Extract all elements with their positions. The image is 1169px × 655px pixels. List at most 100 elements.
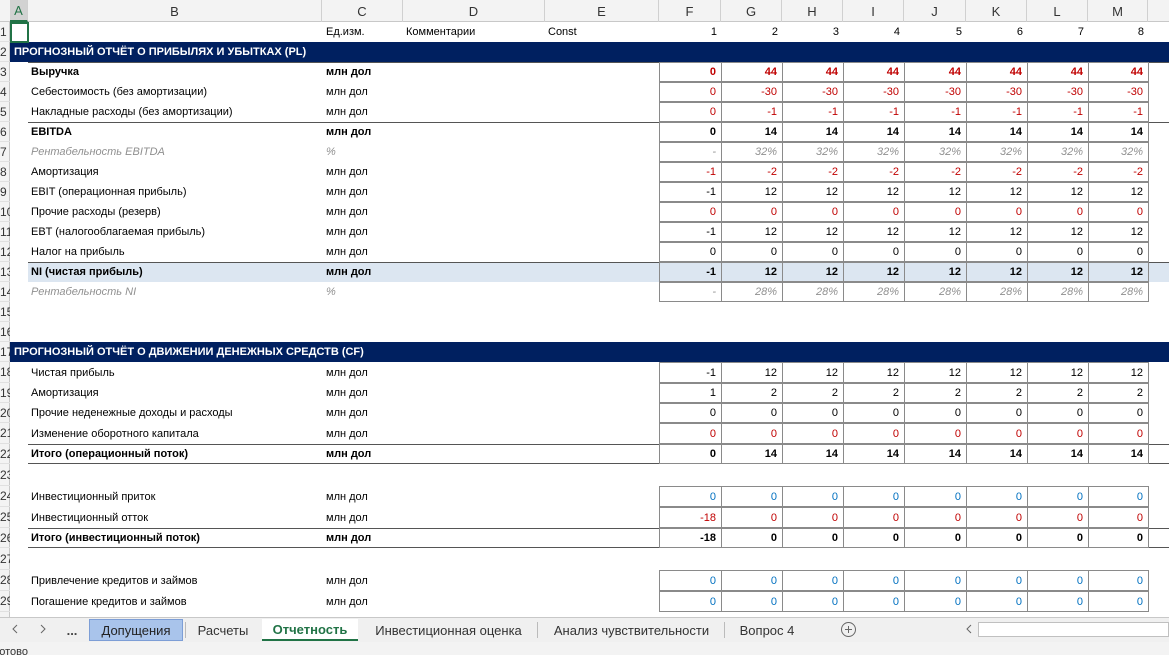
sheet-tab[interactable]: Вопрос 4 (739, 622, 795, 638)
unit-cell: млн дол (326, 246, 368, 258)
value-cell: 0 (904, 486, 967, 507)
tab-more[interactable]: ... (66, 622, 78, 638)
unit-cell: млн дол (326, 448, 372, 460)
unit-cell: % (326, 146, 336, 158)
sheet-tab[interactable]: Анализ чувствительности (553, 622, 710, 638)
value-cell: 12 (1088, 182, 1149, 202)
unit-cell: млн дол (326, 574, 368, 587)
sheet-tab[interactable]: Инвестиционная оценка (375, 622, 522, 638)
sheet-tab[interactable]: Отчетность (262, 619, 358, 641)
value-cell: 0 (904, 202, 967, 222)
value-cell: 0 (843, 242, 905, 262)
value-cell: -1 (721, 102, 783, 122)
value-cell: 0 (1088, 570, 1149, 591)
value-cell: 0 (1027, 591, 1089, 612)
row-number: 24 (0, 486, 10, 507)
value-cell: 12 (782, 222, 844, 242)
row-label: Прочие расходы (резерв) (31, 206, 161, 218)
column-header-bar (0, 0, 1169, 22)
value-cell: -30 (1088, 82, 1149, 102)
value-cell: 28% (1027, 282, 1089, 302)
row-number: 7 (0, 142, 10, 162)
value-cell: 0 (659, 486, 722, 507)
column-header: A (10, 0, 28, 22)
value-cell: 32% (1088, 142, 1149, 162)
row-label: Инвестиционный приток (31, 490, 156, 503)
value-cell: 44 (843, 62, 905, 82)
value-cell: 28% (721, 282, 783, 302)
value-cell: 0 (1088, 591, 1149, 612)
row-number: 16 (0, 322, 10, 342)
column-header: J (904, 0, 966, 22)
value-cell: 12 (843, 362, 905, 383)
status-bar (0, 642, 1169, 655)
value-cell: 32% (966, 142, 1028, 162)
column-header: H (782, 0, 843, 22)
value-cell: 0 (782, 202, 844, 222)
value-cell: 12 (843, 262, 905, 282)
value-cell: 0 (904, 507, 967, 528)
value-cell: -30 (843, 82, 905, 102)
add-sheet[interactable] (840, 621, 857, 638)
value-cell: 12 (1027, 362, 1089, 383)
value-cell: 12 (782, 182, 844, 202)
value-cell: 0 (721, 507, 783, 528)
value-cell: 0 (843, 202, 905, 222)
column-header: K (966, 0, 1027, 22)
value-cell: 0 (1027, 528, 1089, 548)
scroll-left[interactable] (964, 622, 976, 636)
value-cell: -30 (966, 82, 1028, 102)
value-cell: 2 (966, 383, 1028, 403)
value-cell: 2 (782, 383, 844, 403)
row-label: Накладные расходы (без амортизации) (31, 106, 233, 118)
row-number: 25 (0, 507, 10, 528)
value-cell: 28% (1088, 282, 1149, 302)
row-label: Амортизация (31, 387, 99, 399)
value-cell: 12 (1088, 262, 1149, 282)
unit-cell: млн дол (326, 226, 368, 238)
value-cell: 12 (904, 182, 967, 202)
value-cell: 0 (659, 202, 722, 222)
row-label: Итого (операционный поток) (31, 448, 189, 460)
value-cell: -30 (721, 82, 783, 102)
value-cell: 2 (843, 383, 905, 403)
value-cell: 0 (904, 591, 967, 612)
unit-cell: млн дол (326, 86, 368, 98)
value-cell: 0 (659, 444, 722, 464)
row-label: EBIT (операционная прибыль) (31, 186, 187, 198)
nav-next[interactable] (38, 622, 50, 636)
column-header: C (322, 0, 403, 22)
row-number: 15 (0, 302, 10, 322)
value-cell: 0 (782, 486, 844, 507)
row-number: 18 (0, 362, 10, 383)
value-cell: -30 (782, 82, 844, 102)
row-border-top (28, 122, 1169, 123)
value-cell: 28% (966, 282, 1028, 302)
status-text: Готово (0, 646, 28, 655)
sheet-tab[interactable]: Расчеты (197, 622, 249, 638)
row-border-bottom (28, 547, 1169, 548)
scroll-track[interactable] (978, 622, 1169, 637)
value-cell: 0 (1088, 528, 1149, 548)
value-cell: 0 (659, 122, 722, 142)
value-cell: 44 (721, 62, 783, 82)
value-cell: 32% (782, 142, 844, 162)
row-highlight (28, 262, 1169, 282)
value-cell: 12 (1088, 222, 1149, 242)
value-cell: 0 (904, 242, 967, 262)
value-cell: 0 (966, 570, 1028, 591)
value-cell: 12 (1088, 362, 1149, 383)
row-number: 10 (0, 202, 10, 222)
value-cell: 28% (904, 282, 967, 302)
value-cell: 12 (904, 222, 967, 242)
nav-prev[interactable] (10, 622, 22, 636)
value-cell: -1 (659, 362, 722, 383)
row-number: 19 (0, 383, 10, 403)
column-header: D (403, 0, 545, 22)
value-cell: 0 (966, 202, 1028, 222)
sheet-tab[interactable]: Допущения (89, 619, 183, 641)
value-cell: 0 (721, 403, 783, 423)
unit-cell: млн дол (326, 206, 368, 218)
value-cell: 0 (1027, 242, 1089, 262)
